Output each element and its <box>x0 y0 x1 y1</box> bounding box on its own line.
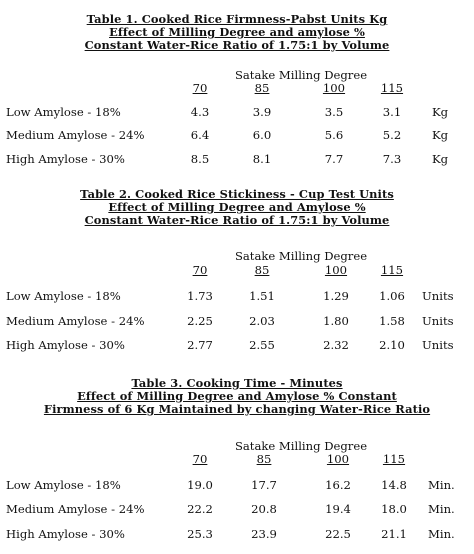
table-title-line: Table 2. Cooked Rice Stickiness - Cup Te… <box>80 187 394 201</box>
row-label: Low Amylose - 18% <box>6 289 121 303</box>
table-title-line: Table 1. Cooked Rice Firmness-Pabst Unit… <box>86 12 388 26</box>
table-cell: 20.8 <box>251 502 277 516</box>
table-cell: 2.03 <box>249 314 275 328</box>
table-title-line: Firmness of 6 Kg Maintained by changing … <box>43 402 431 416</box>
table-cell: 2.55 <box>249 338 275 352</box>
column-group-header: Satake Milling Degree <box>234 249 368 263</box>
row-label: High Amylose - 30% <box>6 527 125 541</box>
row-label: Medium Amylose - 24% <box>6 314 145 328</box>
table-cell: 8.5 <box>190 152 210 166</box>
table-cell: 7.3 <box>382 152 402 166</box>
unit-label: Min. <box>428 478 455 492</box>
unit-label: Units <box>422 314 454 328</box>
table-cell: 23.9 <box>251 527 277 541</box>
row-label: Medium Amylose - 24% <box>6 128 145 142</box>
unit-label: Min. <box>428 527 455 541</box>
column-header: 100 <box>324 263 348 277</box>
table-cell: 18.0 <box>381 502 407 516</box>
table-cell: 19.0 <box>187 478 213 492</box>
table-cell: 1.51 <box>249 289 275 303</box>
row-label: Low Amylose - 18% <box>6 478 121 492</box>
table-cell: 25.3 <box>187 527 213 541</box>
unit-label: Units <box>422 338 454 352</box>
unit-label: Min. <box>428 502 455 516</box>
table-cell: 8.1 <box>252 152 272 166</box>
table-cell: 3.1 <box>382 105 402 119</box>
column-header: 70 <box>192 81 208 95</box>
table-cell: 19.4 <box>325 502 351 516</box>
table-title-line: Effect of Milling Degree and Amylose % <box>108 200 366 214</box>
table-cell: 1.80 <box>323 314 349 328</box>
table-cell: 1.73 <box>187 289 213 303</box>
table-title-line: Effect of Milling Degree and amylose % <box>109 25 365 39</box>
table-title-line: Constant Water-Rice Ratio of 1.75:1 by V… <box>84 213 390 227</box>
table-cell: 7.7 <box>324 152 344 166</box>
table-cell: 1.06 <box>379 289 405 303</box>
table-cell: 16.2 <box>325 478 351 492</box>
table-cell: 5.6 <box>324 128 344 142</box>
table-cell: 5.2 <box>382 128 402 142</box>
column-header: 70 <box>192 452 208 466</box>
row-label: Low Amylose - 18% <box>6 105 121 119</box>
table-cell: 4.3 <box>190 105 210 119</box>
table-cell: 22.5 <box>325 527 351 541</box>
table-cell: 2.10 <box>379 338 405 352</box>
table-cell: 3.9 <box>252 105 272 119</box>
column-header: 70 <box>192 263 208 277</box>
table-cell: 6.0 <box>252 128 272 142</box>
row-label: High Amylose - 30% <box>6 338 125 352</box>
table-cell: 1.29 <box>323 289 349 303</box>
table-cell: 14.8 <box>381 478 407 492</box>
table-title-line: Constant Water-Rice Ratio of 1.75:1 by V… <box>84 38 390 52</box>
column-header: 115 <box>380 81 404 95</box>
column-header: 85 <box>256 452 272 466</box>
column-header: 85 <box>254 263 270 277</box>
column-header: 115 <box>380 263 404 277</box>
row-label: High Amylose - 30% <box>6 152 125 166</box>
table-cell: 21.1 <box>381 527 407 541</box>
column-header: 85 <box>254 81 270 95</box>
unit-label: Kg <box>432 128 449 142</box>
column-group-header: Satake Milling Degree <box>234 439 368 453</box>
table-cell: 2.25 <box>187 314 213 328</box>
unit-label: Kg <box>432 152 449 166</box>
table-cell: 22.2 <box>187 502 213 516</box>
table-cell: 1.58 <box>379 314 405 328</box>
table-title-line: Effect of Milling Degree and Amylose % C… <box>77 389 397 403</box>
column-header: 100 <box>326 452 350 466</box>
table-cell: 17.7 <box>251 478 277 492</box>
column-header: 115 <box>382 452 406 466</box>
table-cell: 6.4 <box>190 128 210 142</box>
column-group-header: Satake Milling Degree <box>234 68 368 82</box>
table-cell: 2.32 <box>323 338 349 352</box>
table-cell: 2.77 <box>187 338 213 352</box>
table-title-line: Table 3. Cooking Time - Minutes <box>131 376 343 390</box>
column-header: 100 <box>322 81 346 95</box>
table-cell: 3.5 <box>324 105 344 119</box>
unit-label: Units <box>422 289 454 303</box>
unit-label: Kg <box>432 105 449 119</box>
row-label: Medium Amylose - 24% <box>6 502 145 516</box>
